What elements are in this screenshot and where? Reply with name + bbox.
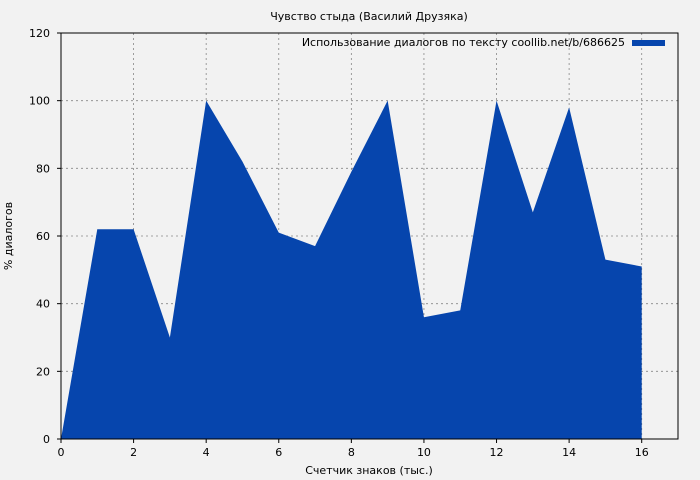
y-tick-label: 120 (29, 27, 50, 40)
series-area (61, 100, 642, 440)
legend-swatch (632, 40, 665, 46)
y-tick-label: 40 (36, 298, 50, 311)
y-tick-label: 60 (36, 230, 50, 243)
x-tick-label: 0 (58, 446, 65, 459)
x-tick-label: 12 (490, 446, 504, 459)
axis-ticks: 0 2 4 6 8 10 12 14 16 0 20 40 60 80 100 120 (29, 27, 649, 459)
x-tick-label: 4 (203, 446, 210, 459)
y-tick-label: 20 (36, 365, 50, 378)
x-tick-label: 2 (130, 446, 137, 459)
y-axis-label: % диалогов (2, 202, 15, 270)
legend-label: Использование диалогов по тексту coollib… (302, 36, 625, 49)
x-tick-label: 8 (348, 446, 355, 459)
x-tick-label: 14 (562, 446, 576, 459)
y-tick-label: 0 (43, 433, 50, 446)
legend: Использование диалогов по тексту coollib… (302, 36, 665, 49)
y-tick-label: 100 (29, 95, 50, 108)
x-tick-label: 6 (275, 446, 282, 459)
x-axis-label: Счетчик знаков (тыс.) (305, 464, 433, 477)
x-tick-label: 10 (417, 446, 431, 459)
chart-title: Чувство стыда (Василий Друзяка) (270, 10, 468, 23)
y-tick-label: 80 (36, 162, 50, 175)
x-tick-label: 16 (635, 446, 649, 459)
